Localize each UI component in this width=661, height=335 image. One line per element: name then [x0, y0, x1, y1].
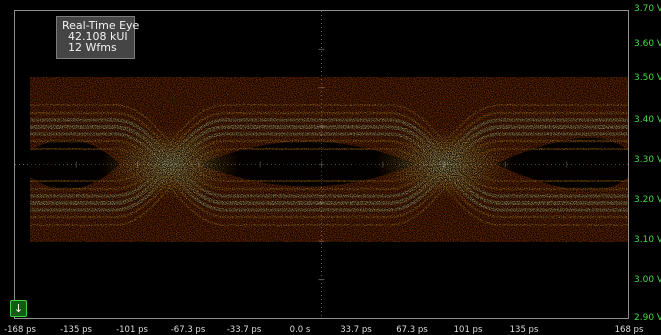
x-axis-label: -168 ps [4, 325, 36, 335]
x-axis-label: 101 ps [453, 325, 483, 335]
y-axis-label: 3.70 V [634, 4, 661, 14]
readout-wfms: 12 Wfms [68, 41, 117, 54]
x-axis-label: -101 ps [116, 325, 148, 335]
real-time-eye-readout[interactable]: Real-Time Eye 42.108 kUI 12 Wfms [56, 16, 140, 59]
x-axis-label: -33.7 ps [226, 325, 262, 335]
y-axis-label: 3.50 V [634, 73, 661, 83]
y-axis-label: 3.00 V [634, 275, 661, 285]
y-axis-label: 3.10 V [634, 235, 661, 245]
x-axis-label: 67.3 ps [396, 325, 428, 335]
x-axis-label: 168 ps [614, 325, 644, 335]
eye-trace [30, 111, 628, 191]
channel-ground-icon: ↓ [13, 302, 24, 315]
y-axis-label: 3.60 V [634, 39, 661, 49]
eye-traces [30, 77, 628, 242]
crossing-glow [375, 128, 515, 200]
readout-title: Real-Time Eye [62, 19, 140, 32]
y-axis-label: 3.40 V [634, 115, 661, 125]
crossing-glow [100, 128, 240, 200]
y-axis-label: 3.20 V [634, 195, 661, 205]
eye-opening [200, 141, 415, 187]
x-axis-label: -135 ps [60, 325, 92, 335]
plot-frame [14, 10, 629, 319]
x-axis-label: 33.7 ps [340, 325, 372, 335]
y-axis-label: 2.90 V [634, 313, 661, 323]
y-axis-label: 3.30 V [634, 155, 661, 165]
eye-trace [30, 104, 628, 182]
eye-opening [495, 137, 628, 191]
readout-kui: 42.108 kUI [68, 30, 128, 43]
channel-ground-button[interactable]: ↓ [10, 300, 27, 317]
eye-trace [30, 148, 628, 226]
x-axis-label: 135 ps [509, 325, 539, 335]
eye-opening [30, 139, 120, 190]
x-axis-label: -67.3 ps [170, 325, 206, 335]
x-axis-label: 0.0 s [289, 325, 311, 335]
eye-diagram-plot[interactable] [15, 11, 628, 318]
eye-trace [30, 139, 628, 219]
